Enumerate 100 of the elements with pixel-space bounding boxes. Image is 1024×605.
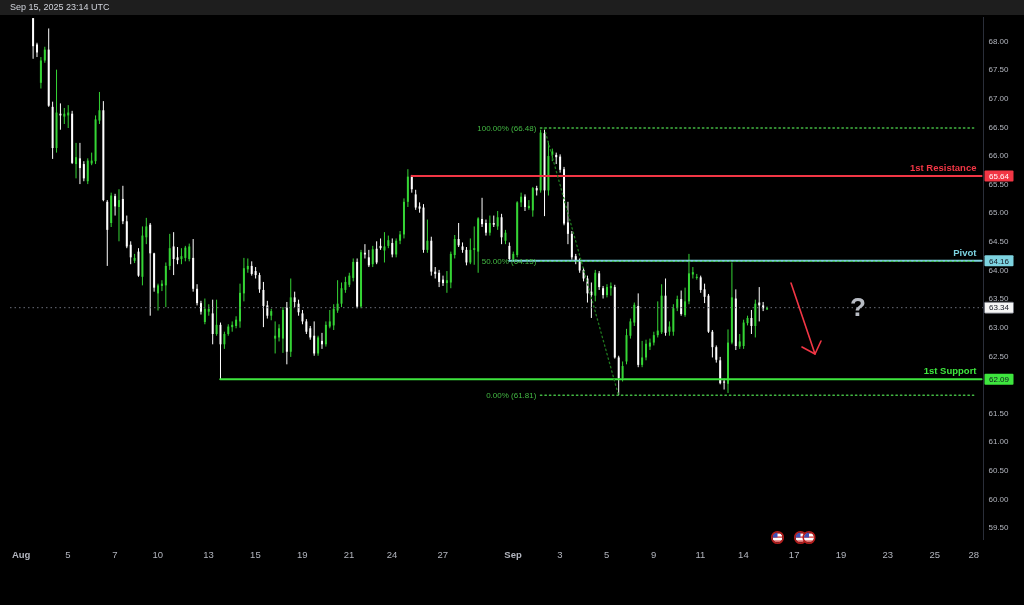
candlestick xyxy=(594,269,597,302)
candlestick xyxy=(520,192,523,208)
candlestick xyxy=(129,240,132,265)
candlestick xyxy=(36,42,38,58)
y-tick-label: 63.00 xyxy=(988,322,1010,332)
candlestick xyxy=(680,290,683,317)
candlestick xyxy=(39,56,42,90)
candlestick xyxy=(117,188,120,242)
x-tick-label: 11 xyxy=(695,549,706,560)
candlestick xyxy=(375,240,378,265)
candlestick xyxy=(313,320,316,357)
candlestick xyxy=(196,283,199,306)
candlestick xyxy=(332,303,335,331)
candlestick xyxy=(453,234,456,259)
x-tick-label: Aug xyxy=(11,549,31,560)
series-label: 1st Resistance xyxy=(909,162,977,174)
candlestick xyxy=(559,153,562,174)
candlestick xyxy=(86,157,89,185)
candlestick xyxy=(402,197,405,239)
candlestick xyxy=(145,217,148,245)
y-tick-label: 61.50 xyxy=(988,408,1010,418)
candlestick xyxy=(750,309,753,335)
candlestick xyxy=(352,257,355,282)
y-tick-label: 61.00 xyxy=(988,437,1010,447)
candlestick xyxy=(500,213,503,245)
candlestick xyxy=(336,279,339,314)
y-tick-label: 65.50 xyxy=(988,179,1010,189)
x-tick-label: 24 xyxy=(386,549,398,560)
annotation: 62.09 xyxy=(988,375,1010,385)
candlestick xyxy=(633,302,636,327)
y-tick-label: 64.00 xyxy=(988,265,1010,275)
candlestick xyxy=(621,360,624,382)
candlestick xyxy=(258,272,261,294)
candlestick xyxy=(75,142,78,179)
y-tick-label: 66.50 xyxy=(988,122,1010,132)
candlestick xyxy=(508,241,511,262)
candlestick xyxy=(215,299,218,337)
candlestick xyxy=(395,237,398,258)
candlestick xyxy=(469,237,472,265)
y-tick-label: 67.00 xyxy=(988,94,1010,104)
x-tick-label: 17 xyxy=(788,549,800,560)
candlestick xyxy=(391,237,394,258)
candlestick xyxy=(598,270,601,291)
candlestick xyxy=(168,233,171,271)
candlestick xyxy=(414,189,417,211)
y-tick-label: 68.00 xyxy=(988,36,1010,46)
annotation: 65.64 xyxy=(988,171,1010,181)
candlestick xyxy=(426,219,429,254)
annotation: ? xyxy=(850,292,866,322)
y-tick-label: 65.00 xyxy=(988,208,1010,218)
candlestick xyxy=(219,322,222,380)
candlestick xyxy=(473,225,476,266)
series-label: 100.00% (66.48) xyxy=(477,123,537,133)
x-tick-label: 5 xyxy=(604,549,610,560)
candlestick xyxy=(531,186,534,218)
candlestick xyxy=(496,210,499,231)
candlestick xyxy=(317,335,320,357)
candlestick xyxy=(211,299,214,345)
candlestick xyxy=(383,231,386,263)
y-tick-label: 64.50 xyxy=(988,237,1010,247)
candlestick xyxy=(524,193,526,212)
x-tick-label: 21 xyxy=(343,549,355,560)
candlestick xyxy=(645,339,648,361)
candlestick xyxy=(239,283,242,329)
candlestick xyxy=(754,299,757,338)
candlestick xyxy=(481,197,484,228)
x-tick-label: 9 xyxy=(650,549,657,560)
candlestick xyxy=(172,231,175,276)
y-tick-label: 59.50 xyxy=(988,523,1010,533)
annotation: 50.00% (64.15) xyxy=(481,257,537,267)
x-tick-label: 14 xyxy=(738,549,749,560)
candlestick xyxy=(235,315,238,329)
candlestick xyxy=(723,378,726,391)
x-tick-label: 10 xyxy=(152,549,164,560)
x-tick-label: 27 xyxy=(437,549,449,560)
candlestick xyxy=(82,160,85,182)
y-tick-label: 62.50 xyxy=(988,351,1010,361)
candlestick xyxy=(457,222,460,248)
x-tick-label: 25 xyxy=(929,549,940,560)
candlestick xyxy=(278,323,281,342)
series-label: 0.00% (61.81) xyxy=(486,391,537,401)
candlestick xyxy=(274,320,277,354)
candlestick xyxy=(617,355,620,396)
x-tick-label: 28 xyxy=(968,549,980,560)
text: Sep 15, 2025 23:14 UTC xyxy=(10,2,110,13)
series-label: 1st Support xyxy=(923,365,978,377)
candlestick xyxy=(324,320,327,348)
candlestick xyxy=(262,281,265,328)
candlestick xyxy=(605,283,608,298)
ref-line-label: 63.34 xyxy=(988,303,1010,313)
x-tick-label: 3 xyxy=(557,549,563,560)
y-tick-label: 60.50 xyxy=(988,465,1010,475)
annotation: 64.16 xyxy=(988,256,1010,266)
candlestick xyxy=(121,185,124,225)
candlestick xyxy=(641,340,644,368)
x-tick-label: 13 xyxy=(203,549,214,560)
candlestick xyxy=(672,303,675,337)
x-tick-label: 19 xyxy=(296,549,308,560)
candlestick xyxy=(438,269,441,288)
candlestick xyxy=(727,328,730,394)
